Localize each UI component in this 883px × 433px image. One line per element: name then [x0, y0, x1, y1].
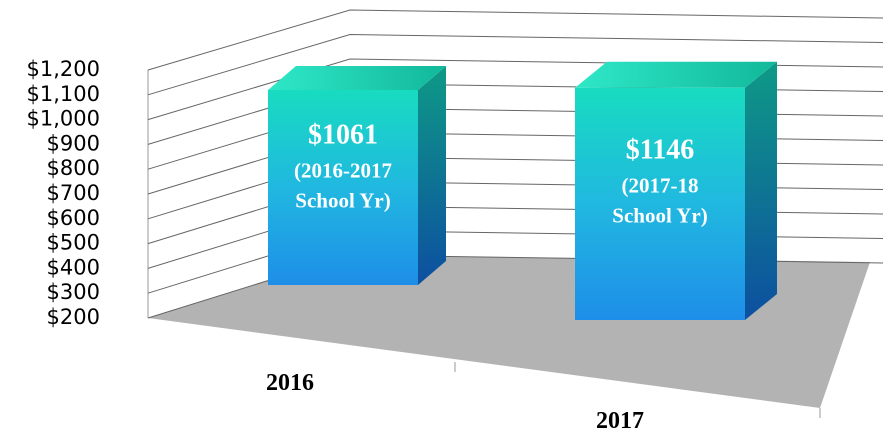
y-tick-label: $500 — [47, 231, 100, 255]
data-label: $1061 — [308, 120, 378, 151]
y-tick-label: $600 — [47, 206, 100, 230]
x-tick-label: 2016 — [266, 370, 314, 396]
y-tick-label: $400 — [47, 255, 100, 279]
grid-line — [147, 9, 883, 71]
grid-line — [147, 33, 883, 96]
bar-note: (2017-18 — [622, 173, 699, 197]
bar-note: (2016-2017 — [294, 159, 392, 183]
y-tick-label: $1,000 — [27, 107, 100, 131]
y-tick-label: $1,200 — [27, 57, 100, 81]
data-label: $1146 — [626, 134, 694, 165]
x-tick-label: 2017 — [596, 408, 644, 433]
y-tick-label: $200 — [47, 305, 100, 329]
bar-note: School Yr) — [612, 203, 707, 227]
y-tick-label: $700 — [47, 181, 100, 205]
bar-top — [268, 65, 446, 90]
y-tick-label: $900 — [47, 131, 100, 155]
bar-note: School Yr) — [295, 189, 390, 213]
y-tick-label: $800 — [47, 156, 100, 180]
bar — [575, 87, 745, 320]
y-tick-label: $300 — [47, 280, 100, 304]
y-tick-label: $1,100 — [27, 82, 100, 106]
bar-side — [418, 65, 446, 286]
bar-top — [575, 61, 777, 88]
bar — [268, 89, 418, 286]
bar-side — [745, 61, 777, 321]
